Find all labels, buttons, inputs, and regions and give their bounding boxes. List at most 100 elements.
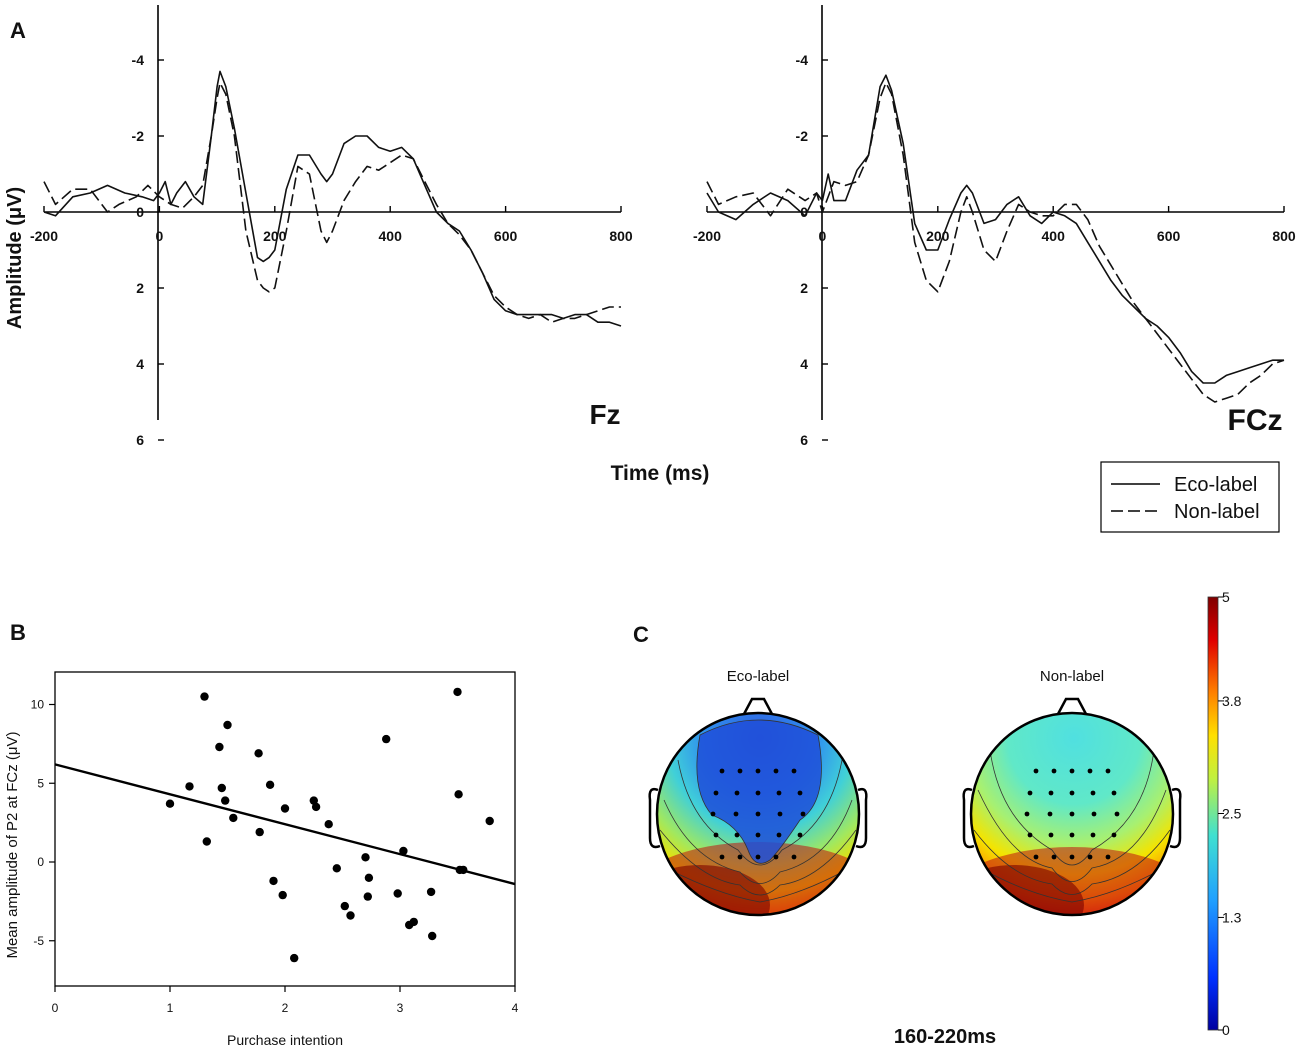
scatter-point bbox=[454, 790, 463, 799]
electrode-dot bbox=[755, 790, 761, 796]
electrode-dot bbox=[791, 768, 797, 774]
colorbar-gradient bbox=[1207, 596, 1219, 1031]
electrode-dot bbox=[1048, 790, 1054, 796]
scatter-point bbox=[165, 799, 175, 808]
electrode-dot bbox=[791, 854, 797, 860]
erp-fcz-y-tick-label: -4 bbox=[796, 52, 809, 68]
scatter-y-tick-label: 5 bbox=[37, 776, 44, 790]
electrode-dot bbox=[755, 768, 761, 774]
erp-fcz-electrode-label: FCz bbox=[1228, 404, 1283, 437]
scatter-point bbox=[428, 931, 437, 941]
scatter-point bbox=[393, 889, 402, 898]
electrode-dot bbox=[1069, 790, 1075, 796]
erp-fz-electrode-label: Fz bbox=[589, 399, 620, 430]
scatter-point bbox=[202, 837, 211, 846]
scatter-point bbox=[280, 804, 290, 813]
scatter-point bbox=[278, 890, 287, 900]
colorbar-tick-label: 5 bbox=[1222, 589, 1230, 605]
scatter-y-tick-label: 10 bbox=[31, 698, 45, 712]
electrode-dot bbox=[1051, 854, 1057, 860]
scatter-y-tick-label: -5 bbox=[33, 934, 44, 948]
scatter-point bbox=[309, 796, 318, 805]
scatter-x-tick-label: 1 bbox=[167, 1001, 174, 1015]
electrode-dot bbox=[1111, 790, 1117, 796]
scatter-point bbox=[409, 917, 418, 927]
topomap-eco-title: Eco-label bbox=[727, 668, 790, 685]
scatter-point bbox=[346, 911, 355, 920]
scatter-point bbox=[382, 734, 391, 744]
scatter-x-tick-label: 3 bbox=[397, 1001, 404, 1015]
topomap-eco-outline bbox=[655, 711, 861, 917]
scatter-point bbox=[269, 876, 278, 886]
erp-fcz-y-tick-label: 4 bbox=[800, 356, 808, 372]
scatter-point bbox=[229, 813, 238, 823]
electrode-dot bbox=[777, 811, 783, 817]
topomap-eco-label: Eco-label bbox=[648, 668, 868, 917]
scatter-point bbox=[324, 820, 333, 829]
electrode-dot bbox=[1087, 768, 1093, 774]
scatter-point bbox=[311, 802, 321, 812]
erp-chart-fcz: -200 0 200 400 600 800 -4 -2 0 2 4 6 FCz bbox=[693, 5, 1296, 448]
erp-fz-x-tick-label: 400 bbox=[379, 228, 403, 244]
electrode-dot bbox=[776, 790, 782, 796]
electrode-dot bbox=[1105, 854, 1111, 860]
scatter-point bbox=[254, 749, 263, 758]
electrode-dot bbox=[1091, 811, 1097, 817]
legend-box bbox=[1100, 461, 1280, 533]
electrode-dot bbox=[1048, 832, 1054, 838]
erp-fcz-y-tick-label: 0 bbox=[800, 204, 808, 220]
scatter-point bbox=[332, 864, 341, 873]
electrode-dot bbox=[734, 832, 740, 838]
electrode-dot bbox=[1090, 790, 1096, 796]
electrode-dot bbox=[1069, 854, 1075, 860]
colorbar-tick-label: 3.8 bbox=[1222, 693, 1242, 709]
scatter-point bbox=[255, 827, 264, 837]
legend-label-non: Non-label bbox=[1174, 501, 1260, 523]
erp-fz-x-tick-label: 600 bbox=[494, 228, 518, 244]
erp-fcz-x-tick-label: -200 bbox=[693, 228, 721, 244]
erp-fz-x-tick-label: 200 bbox=[263, 228, 287, 244]
scatter-point bbox=[215, 742, 224, 752]
electrode-dot bbox=[776, 832, 782, 838]
colorbar: 5 3.8 2.5 1.3 0 bbox=[1207, 589, 1242, 1038]
electrode-dot bbox=[755, 811, 761, 817]
electrode-dot bbox=[734, 790, 740, 796]
scatter-y-tick-label: 0 bbox=[37, 855, 44, 869]
electrode-dot bbox=[1027, 832, 1033, 838]
electrode-dot bbox=[1069, 768, 1075, 774]
scatter-point bbox=[265, 780, 275, 789]
erp-fcz-x-tick-label: 400 bbox=[1042, 228, 1066, 244]
erp-fcz-x-tick-label: 200 bbox=[926, 228, 950, 244]
electrode-dot bbox=[1087, 854, 1093, 860]
electrode-dot bbox=[1111, 832, 1117, 838]
scatter-point bbox=[426, 887, 436, 897]
erp-fz-y-tick-label: -2 bbox=[132, 128, 145, 144]
scatter-point bbox=[485, 816, 494, 826]
electrode-dot bbox=[737, 768, 743, 774]
erp-chart-fz: -200 0 200 400 600 800 -4 -2 0 2 4 6 Fz bbox=[30, 5, 633, 448]
electrode-dot bbox=[1105, 768, 1111, 774]
erp-x-axis-label: Time (ms) bbox=[611, 462, 710, 485]
regression-line bbox=[54, 763, 516, 886]
scatter-x-axis-label: Purchase intention bbox=[227, 1032, 343, 1048]
erp-fcz-series-eco bbox=[706, 74, 1284, 384]
electrode-dot bbox=[1090, 832, 1096, 838]
erp-fz-y-tick-label: -4 bbox=[132, 52, 145, 68]
electrode-dot bbox=[755, 854, 761, 860]
erp-fcz-x-tick-label: 800 bbox=[1272, 228, 1296, 244]
erp-y-axis-label: Amplitude (μV) bbox=[4, 187, 26, 329]
electrode-dot bbox=[719, 854, 725, 860]
electrode-dot bbox=[710, 811, 716, 817]
electrode-dot bbox=[1069, 811, 1075, 817]
electrode-dot bbox=[1033, 854, 1039, 860]
panel-label-b: B bbox=[10, 620, 26, 645]
electrode-dot bbox=[719, 768, 725, 774]
scatter-point bbox=[399, 846, 408, 856]
scatter-point bbox=[453, 687, 462, 697]
scatter-point bbox=[221, 796, 230, 805]
legend-label-eco: Eco-label bbox=[1174, 474, 1257, 496]
scatter-point bbox=[223, 720, 232, 730]
topomap-time-window: 160-220ms bbox=[894, 1026, 996, 1048]
erp-legend: Eco-label Non-label bbox=[1100, 461, 1280, 533]
